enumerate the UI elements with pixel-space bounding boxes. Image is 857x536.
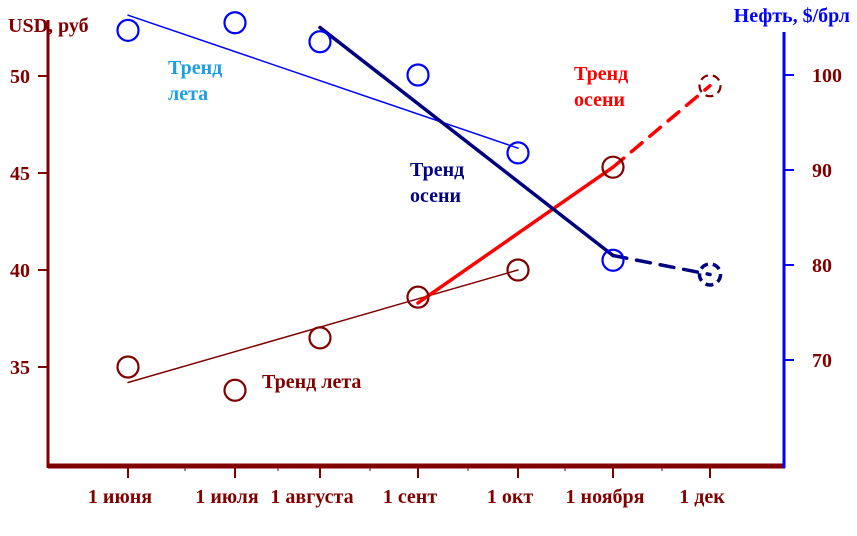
- left-tick-label: 35: [10, 357, 30, 379]
- x-tick-label: 1 сент: [383, 486, 438, 508]
- data-point-marker: [506, 258, 530, 282]
- left-tick-label: 45: [10, 163, 30, 185]
- data-point-marker: [601, 248, 625, 272]
- data-point-marker: [223, 11, 247, 35]
- trend-forecast-line: [611, 253, 712, 277]
- trend-annotation: Тренд лета: [262, 371, 361, 393]
- trend-annotation: Тренд: [574, 63, 628, 85]
- left-axis-title: USD, руб: [8, 15, 89, 37]
- x-tick-label: 1 дек: [679, 486, 725, 508]
- x-tick-label: 1 ноября: [566, 486, 645, 508]
- data-point-marker: [116, 18, 140, 42]
- data-point-marker: [406, 63, 430, 87]
- right-tick-label: 80: [812, 255, 832, 277]
- trend-line: [416, 165, 615, 305]
- x-tick-label: 1 июля: [195, 486, 259, 508]
- data-point-marker: [308, 30, 332, 54]
- data-point-marker: [506, 141, 530, 165]
- right-axis-title: Нефть, $/брл: [734, 5, 850, 27]
- data-point-marker: [308, 326, 332, 350]
- left-tick-label: 50: [10, 66, 30, 88]
- trend-forecast-line: [611, 83, 712, 169]
- left-tick-label: 40: [10, 260, 30, 282]
- trend-annotation: осени: [410, 185, 461, 207]
- data-point-marker: [406, 285, 430, 309]
- trend-annotation: Тренд: [168, 57, 222, 79]
- x-tick-label: 1 августа: [270, 486, 353, 508]
- trend-annotation: осени: [574, 89, 625, 111]
- data-point-marker: [116, 355, 140, 379]
- right-tick-label: 100: [812, 65, 842, 87]
- data-point-marker: [601, 155, 625, 179]
- x-tick-label: 1 окт: [487, 486, 534, 508]
- trend-line: [127, 14, 519, 149]
- data-point-marker: [223, 378, 247, 402]
- right-tick-label: 70: [812, 350, 832, 372]
- trend-line: [318, 25, 615, 258]
- x-tick-label: 1 июня: [88, 486, 152, 508]
- trend-line: [127, 269, 519, 384]
- trend-annotation: лета: [168, 83, 208, 105]
- forecast-point-marker: [698, 74, 722, 98]
- forecast-point-marker: [697, 262, 723, 287]
- trend-annotation: Тренд: [410, 159, 464, 181]
- right-tick-label: 90: [812, 160, 832, 182]
